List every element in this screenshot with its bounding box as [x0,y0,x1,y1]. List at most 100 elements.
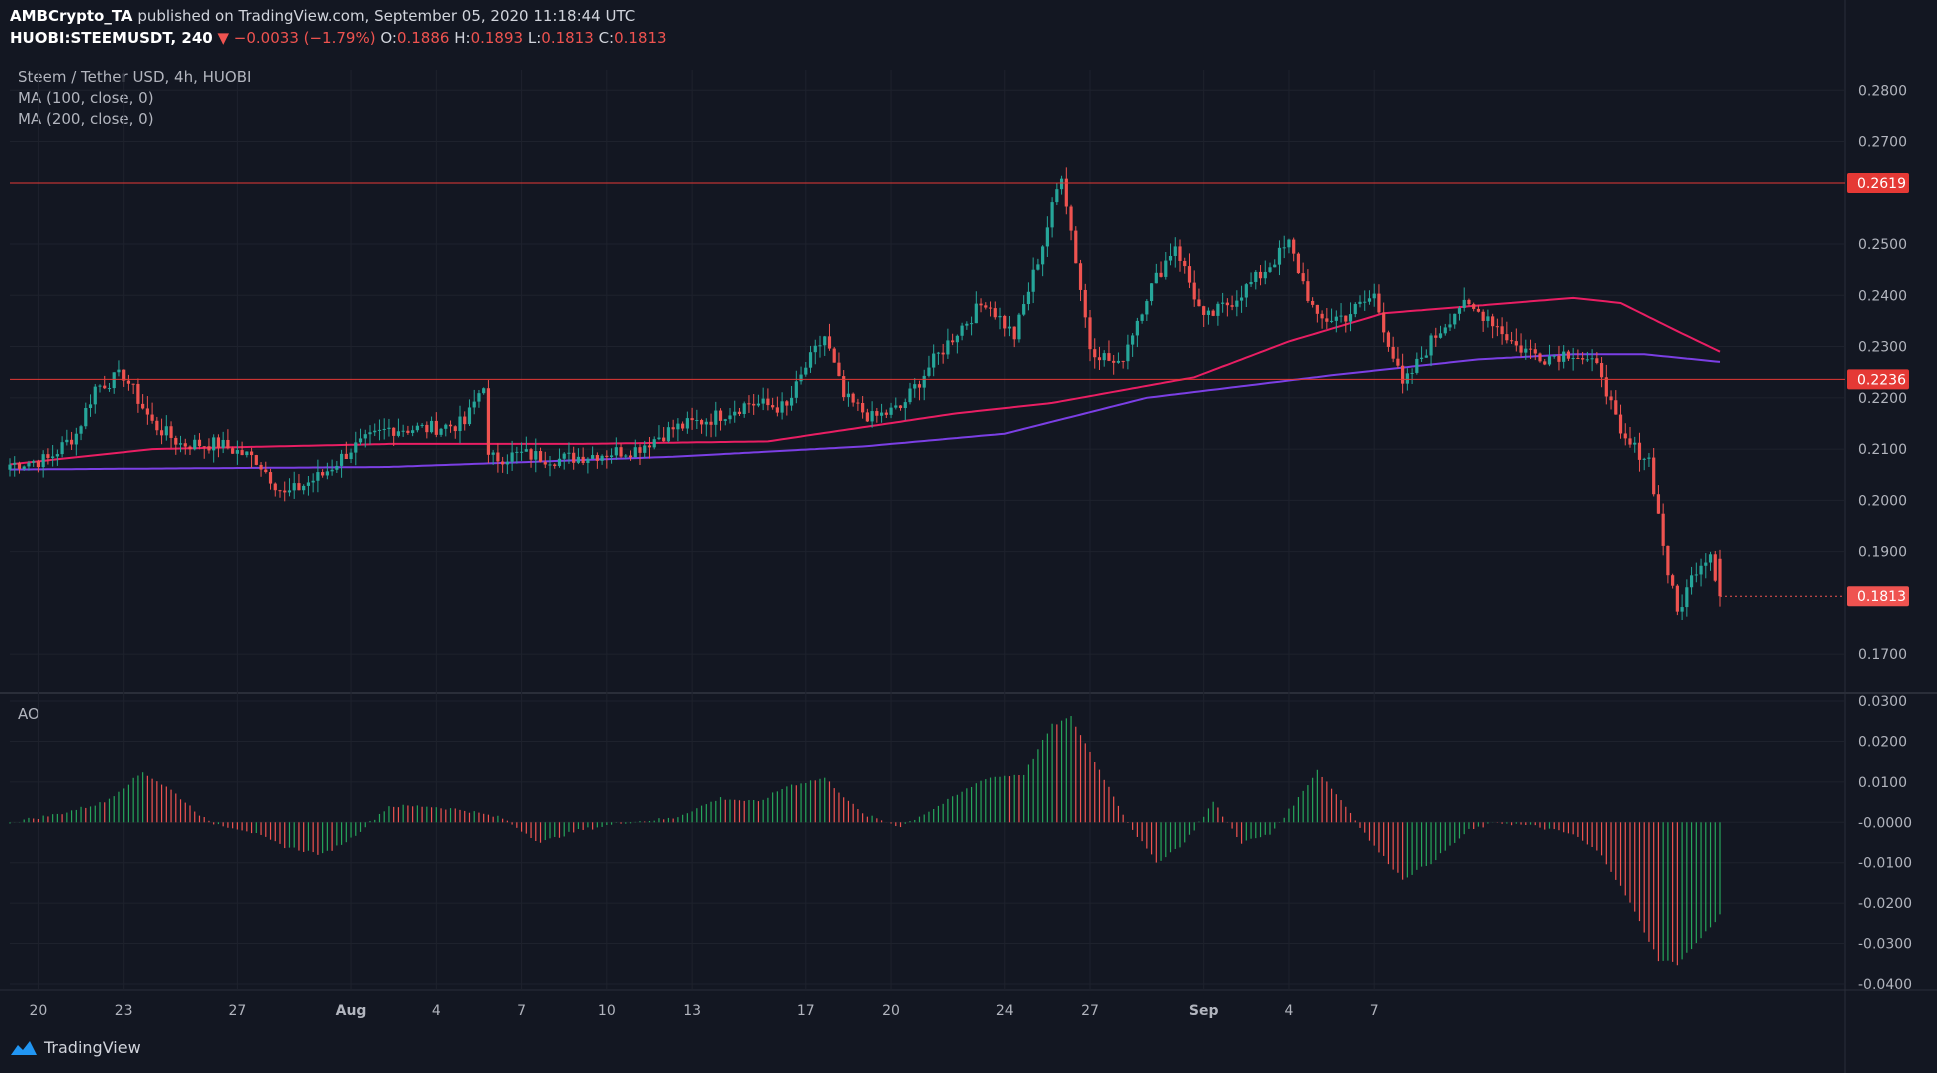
candle-body [894,405,898,408]
candle-body [1131,335,1135,345]
candle-body [311,480,315,483]
candle-body [32,461,36,463]
ao-legend[interactable]: AO [18,705,40,723]
candle-body [325,471,329,476]
chart-title-legend[interactable]: Steem / Tether USD, 4h, HUOBI [18,68,252,86]
candle-body [1576,358,1580,360]
candle-body [1268,267,1272,272]
candle-body [396,431,401,436]
ma100-line [9,296,1721,466]
candle-body [8,464,12,470]
candle-body [993,308,997,318]
candle-body [1410,372,1414,374]
ohlc-close-value: 0.1813 [614,29,667,47]
ma100-legend[interactable]: MA (100, close, 0) [18,89,154,107]
candle-body [1680,607,1684,612]
candlestick-series [8,167,1722,620]
candle-body [1581,358,1585,360]
time-axis-label: 4 [1284,1003,1293,1019]
tradingview-brand[interactable]: TradingView [10,1038,141,1057]
candle-body [88,404,93,408]
candle-body [624,455,628,457]
candle-body [1438,333,1443,338]
candle-body [1273,264,1277,268]
candle-body [600,455,604,461]
candle-body [936,352,941,354]
candle-body [122,369,126,381]
candle-body [1689,575,1694,588]
candle-body [1363,301,1367,303]
candle-body [756,403,761,406]
candle-body [1614,400,1618,415]
ohlc-high-value: 0.1893 [470,29,524,47]
candle-body [1462,299,1466,308]
candle-body [1675,585,1679,612]
candle-body [567,452,571,454]
candle-body [358,438,363,443]
candle-body [65,439,69,443]
candle-body [1017,314,1021,340]
candle-body [1074,230,1078,264]
candle-body [51,456,55,458]
ao-axis-label: -0.0100 [1858,856,1912,872]
candle-body [1514,341,1518,346]
candle-body [572,452,576,463]
candle-body [249,451,254,456]
candle-body [1505,334,1509,341]
candle-body [155,420,159,431]
candle-body [709,421,713,425]
candle-body [150,414,154,421]
ma200-legend[interactable]: MA (200, close, 0) [18,110,154,128]
candle-body [965,323,969,326]
candle-body [1533,349,1537,354]
candle-body [1296,253,1301,274]
candle-body [1547,356,1552,365]
publisher-name[interactable]: AMBCrypto_TA [10,7,133,25]
time-axis-label: 10 [598,1003,616,1019]
level-tag-label: 0.2236 [1857,372,1906,388]
candle-body [605,455,609,458]
candle-body [46,454,50,458]
candle-body [1391,346,1395,359]
candle-body [202,446,206,448]
candle-body [425,424,429,433]
candle-body [496,452,500,462]
publish-line: AMBCrypto_TA published on TradingView.co… [10,7,635,25]
candle-body [851,393,855,403]
candle-body [1595,358,1599,364]
candle-body [136,383,140,404]
candle-body [349,452,353,460]
candle-body [685,418,689,429]
candle-body [1448,324,1452,328]
candle-body [193,439,197,450]
symbol-label[interactable]: HUOBI:STEEMUSDT, 240 [10,29,213,47]
candle-body [1045,227,1049,247]
candle-body [1491,316,1495,327]
candle-body [1173,246,1177,256]
candle-body [969,323,974,325]
candle-body [1320,313,1324,319]
candle-body [1225,302,1229,306]
candle-body [268,472,273,484]
candle-body [780,401,784,413]
candle-body [368,432,372,435]
candle-body [733,411,737,416]
candle-body [354,442,358,453]
candle-body [1329,320,1334,322]
candle-body [1571,358,1575,360]
candle-body [259,464,263,470]
candle-body [737,411,742,415]
candle-body [1434,335,1438,338]
price-axis-label: 0.2800 [1858,83,1907,99]
candle-body [638,447,642,453]
candle-body [898,405,903,409]
candle-body [676,423,680,430]
candle-body [1382,312,1386,333]
candle-body [159,430,164,436]
candle-body [534,451,538,460]
candle-body [586,458,590,464]
time-axis-label: Aug [336,1003,367,1019]
time-axis-label: 24 [996,1003,1014,1019]
candle-body [747,403,751,405]
